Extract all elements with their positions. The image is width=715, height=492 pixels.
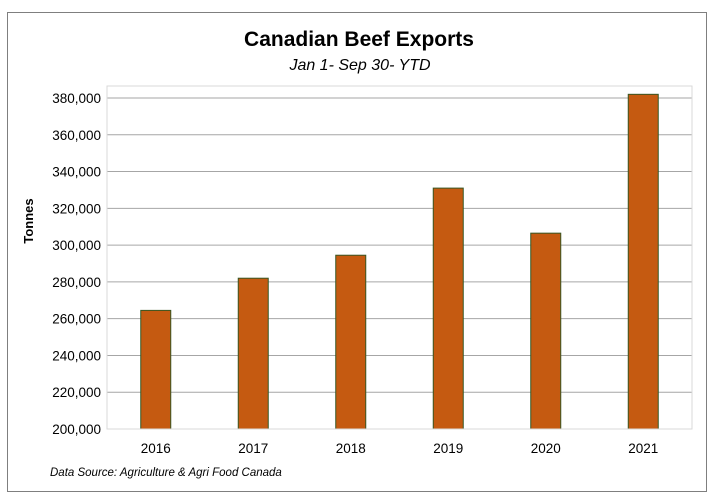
x-tick-label: 2018 (336, 441, 366, 456)
y-axis-ticks: 200,000 220,000 240,000 260,000 280,000 300,0… (52, 91, 101, 437)
chart-subtitle: Jan 1- Sep 30- YTD (288, 57, 431, 74)
bar-2021 (627, 93, 659, 430)
bars (140, 93, 659, 430)
bar-2017 (237, 277, 269, 430)
y-tick-label: 340,000 (52, 165, 101, 180)
y-tick-label: 360,000 (52, 128, 101, 143)
x-tick-label: 2017 (238, 441, 268, 456)
x-tick-label: 2016 (141, 441, 171, 456)
bar-2016 (140, 309, 172, 430)
data-source-note: Data Source: Agriculture & Agri Food Can… (50, 467, 282, 479)
bar-2019 (432, 187, 464, 430)
x-tick-label: 2020 (531, 441, 561, 456)
chart: Canadian Beef Exports Jan 1- Sep 30- YTD… (21, 28, 693, 479)
y-tick-label: 320,000 (52, 201, 101, 216)
gridlines (107, 97, 692, 393)
y-tick-label: 200,000 (52, 422, 101, 437)
y-tick-label: 240,000 (52, 348, 101, 363)
bar-2018 (335, 254, 367, 430)
y-tick-label: 380,000 (52, 91, 101, 106)
axes (106, 85, 693, 430)
y-tick-label: 300,000 (52, 238, 101, 253)
y-axis-label: Tonnes (21, 198, 36, 243)
plot-area-border (106, 85, 693, 430)
y-tick-label: 280,000 (52, 275, 101, 290)
y-tick-label: 220,000 (52, 385, 101, 400)
x-tick-label: 2019 (433, 441, 463, 456)
x-tick-label: 2021 (628, 441, 658, 456)
chart-title: Canadian Beef Exports (244, 28, 474, 51)
bar-2020 (530, 232, 562, 430)
x-axis-ticks: 2016 2017 2018 2019 2020 2021 (141, 441, 659, 456)
y-tick-label: 260,000 (52, 312, 101, 327)
